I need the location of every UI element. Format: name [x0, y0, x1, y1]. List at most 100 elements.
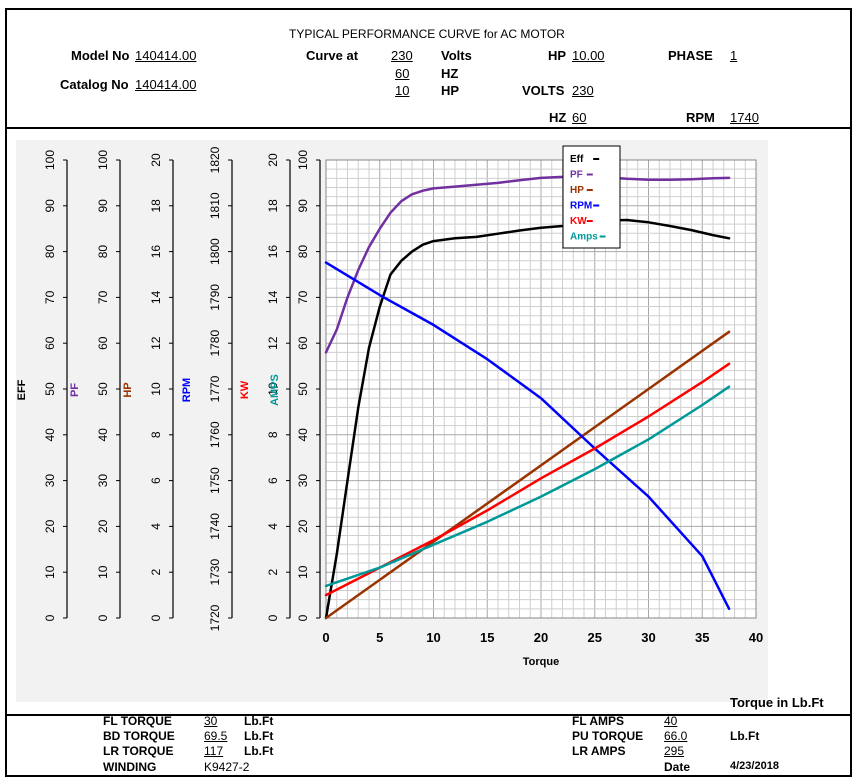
winding-value: K9427-2 [204, 760, 250, 774]
plot-border [325, 159, 757, 619]
y-tick-label: 10 [149, 382, 163, 396]
y-tick-label: 20 [96, 519, 110, 533]
y-tick-label: 60 [96, 336, 110, 350]
y-tick-label: 4 [149, 523, 163, 530]
series-line-rpm [324, 261, 731, 611]
y-tick-label: 18 [266, 199, 280, 213]
x-tick-label: 5 [376, 630, 383, 645]
y-tick-label: 50 [296, 382, 310, 396]
curve-hz-unit: HZ [441, 66, 459, 81]
y-tick-label: 100 [96, 150, 110, 170]
curve-at-label: Curve at [306, 48, 359, 63]
volts-value: 230 [572, 83, 594, 98]
y-tick-label: 50 [43, 382, 57, 396]
y-tick-label: 20 [296, 519, 310, 533]
volts-label: VOLTS [522, 83, 565, 98]
x-tick-label: 30 [641, 630, 655, 645]
bd-torque-unit: Lb.Ft [244, 729, 274, 743]
series-line-hp [324, 330, 731, 620]
fl-amps-value: 40 [664, 714, 678, 728]
y-tick-label: 10 [96, 565, 110, 579]
y-tick-label: 1760 [208, 421, 222, 448]
y-axis-eff: 0 10 20 30 40 50 60 70 80 90 100 EFF [16, 150, 68, 621]
y-tick-label: 70 [96, 290, 110, 304]
phase-label: PHASE [668, 48, 713, 63]
torque-unit-note: Torque in Lb.Ft [730, 695, 824, 710]
y-tick-label: 1730 [208, 559, 222, 586]
y-tick-label: 80 [296, 245, 310, 259]
model-label: Model No [71, 48, 130, 63]
y-tick-label: 14 [266, 290, 280, 304]
y-tick-label: 80 [96, 245, 110, 259]
y-tick-label: 12 [149, 336, 163, 350]
y-tick-label: 60 [296, 336, 310, 350]
y-tick-label: 100 [296, 150, 310, 170]
catalog-value: 140414.00 [135, 77, 197, 92]
y-tick-label: 1810 [208, 192, 222, 219]
pu-torque-label: PU TORQUE [572, 729, 644, 743]
y-tick-label: 10 [266, 382, 280, 396]
lr-torque-label: LR TORQUE [103, 744, 174, 758]
lr-torque-unit: Lb.Ft [244, 744, 274, 758]
y-tick-label: 1820 [208, 146, 222, 173]
hz-value: 60 [572, 110, 587, 125]
y-tick-label: 90 [43, 199, 57, 213]
y-tick-label: 1770 [208, 375, 222, 402]
series-line-pf [324, 175, 731, 354]
y-tick-label: 70 [296, 290, 310, 304]
y-tick-label: 90 [296, 199, 310, 213]
y-tick-label: 10 [296, 565, 310, 579]
y-axis-hp: 0 2 4 6 8 10 12 14 16 18 20 HP [122, 153, 174, 621]
legend-label: PF [570, 170, 583, 181]
y-tick-label: 40 [296, 428, 310, 442]
legend-label: Amps [570, 232, 598, 243]
series-line-amps [324, 385, 731, 588]
y-tick-label: 60 [43, 336, 57, 350]
x-tick-label: 25 [588, 630, 602, 645]
y-tick-label: 30 [96, 474, 110, 488]
lr-torque-value: 117 [204, 744, 224, 758]
y-tick-label: 8 [149, 431, 163, 438]
curve-volts-value: 230 [391, 48, 413, 63]
y-tick-label: 1720 [208, 604, 222, 631]
fl-torque-value: 30 [204, 714, 218, 728]
y-tick-label: 40 [96, 428, 110, 442]
winding-label: WINDING [103, 760, 157, 774]
y-tick-label: 30 [43, 474, 57, 488]
catalog-label: Catalog No [60, 77, 129, 92]
y-tick-label: 20 [43, 519, 57, 533]
x-tick-label: 15 [480, 630, 494, 645]
hz-label: HZ [549, 110, 567, 125]
y-tick-label: 1790 [208, 284, 222, 311]
legend-label: KW [570, 216, 587, 227]
y-axis-label: PF [69, 383, 81, 397]
y-tick-label: 16 [266, 245, 280, 259]
fl-amps-label: FL AMPS [572, 714, 625, 728]
y-tick-label: 4 [266, 523, 280, 530]
bd-torque-label: BD TORQUE [103, 729, 175, 743]
fl-torque-label: FL TORQUE [103, 714, 172, 728]
y-tick-label: 1750 [208, 467, 222, 494]
y-tick-label: 100 [43, 150, 57, 170]
rpm-value: 1740 [730, 110, 759, 125]
y-axis-rpm: 1720 1730 1740 1750 1760 1770 1780 1790 1800 1810… [181, 146, 233, 631]
curve-hp-unit: HP [441, 83, 460, 98]
y-tick-label: 0 [96, 614, 110, 621]
curve-hz-value: 60 [395, 66, 410, 81]
y-axis-kw: 0 2 4 6 8 10 12 14 16 18 20 KW [239, 153, 291, 621]
y-tick-label: 0 [43, 614, 57, 621]
y-tick-label: 8 [266, 431, 280, 438]
lr-amps-value: 295 [664, 744, 685, 758]
grid-lines [325, 159, 757, 619]
y-tick-label: 40 [43, 428, 57, 442]
footer-frame [5, 714, 852, 777]
x-tick-label: 10 [426, 630, 440, 645]
series-lines [324, 175, 731, 620]
x-tick-label: 20 [534, 630, 548, 645]
x-axis-label: Torque [523, 656, 559, 668]
x-tick-label: 40 [749, 630, 763, 645]
y-tick-label: 1800 [208, 238, 222, 265]
series-line-kw [324, 362, 731, 597]
